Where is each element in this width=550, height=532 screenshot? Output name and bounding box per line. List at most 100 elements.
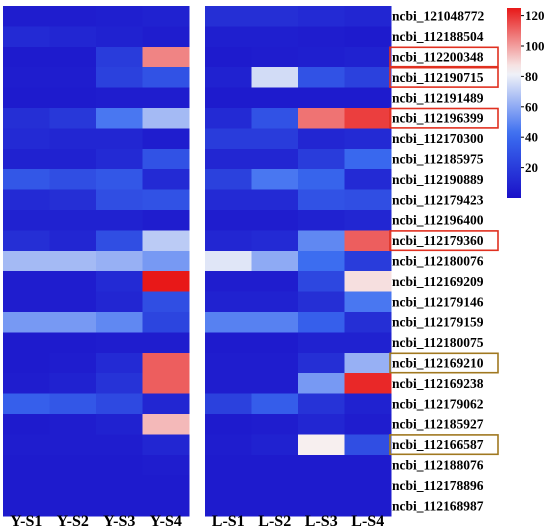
row-highlight-box	[389, 107, 499, 129]
heatmap-cell	[96, 87, 144, 109]
heatmap-cell	[251, 148, 299, 170]
heatmap-cell	[251, 6, 299, 27]
heatmap-cell	[3, 271, 51, 293]
heatmap-cell	[298, 46, 346, 68]
heatmap-cell	[298, 250, 346, 272]
heatmap-cell	[49, 46, 97, 68]
heatmap-cell	[96, 332, 144, 354]
heatmap-cell	[3, 291, 51, 313]
heatmap-cell	[344, 6, 392, 27]
heatmap-cell	[344, 250, 392, 272]
color-scale-tick-label: 120	[525, 8, 545, 23]
heatmap-cell	[3, 434, 51, 456]
heatmap-cell	[205, 108, 253, 129]
heatmap-cell	[298, 189, 346, 211]
heatmap-cell	[142, 291, 190, 313]
heatmap-cell	[49, 189, 97, 211]
heatmap-cell	[142, 454, 190, 476]
heatmap-cell	[251, 189, 299, 211]
heatmap-cell	[3, 312, 51, 333]
heatmap-cell	[3, 475, 51, 497]
heatmap-cell	[142, 495, 190, 517]
heatmap-cell	[344, 128, 392, 150]
heatmap-cell	[49, 271, 97, 293]
heatmap-cell	[142, 108, 190, 129]
heatmap-cell	[96, 312, 144, 333]
column-label: L-S4	[351, 513, 384, 530]
heatmap-cell	[298, 495, 346, 517]
row-highlight-box	[389, 46, 499, 68]
heatmap-cell	[205, 189, 253, 211]
heatmap-cell	[344, 434, 392, 456]
heatmap-cell	[298, 414, 346, 435]
heatmap-cell	[251, 230, 299, 252]
heatmap-cell	[3, 454, 51, 476]
heatmap-cell	[3, 148, 51, 170]
heatmap-cell	[298, 148, 346, 170]
heatmap-cell	[3, 495, 51, 517]
heatmap-cell	[251, 250, 299, 272]
heatmap-cell	[205, 352, 253, 374]
column-label: L-S3	[305, 513, 338, 530]
heatmap-cell	[142, 210, 190, 231]
heatmap-cell	[205, 26, 253, 48]
heatmap-cell	[3, 67, 51, 89]
column-label: L-S2	[258, 513, 291, 530]
heatmap-cell	[142, 373, 190, 395]
heatmap-cell	[251, 414, 299, 435]
heatmap-cell	[142, 67, 190, 89]
heatmap-cell	[298, 271, 346, 293]
heatmap-cell	[96, 26, 144, 48]
heatmap-cell	[142, 250, 190, 272]
heatmap-cell	[298, 393, 346, 415]
heatmap-cell	[142, 414, 190, 435]
row-label: ncbi_112170300	[392, 131, 484, 146]
heatmap-cell	[205, 332, 253, 354]
heatmap-cell	[49, 6, 97, 27]
heatmap-cell	[49, 230, 97, 252]
heatmap-cell	[205, 434, 253, 456]
heatmap-cell	[344, 312, 392, 333]
heatmap-cell	[96, 414, 144, 435]
heatmap-cell	[251, 495, 299, 517]
heatmap-cell	[205, 393, 253, 415]
heatmap-cell	[251, 128, 299, 150]
row-label: ncbi_112200348	[392, 50, 484, 65]
heatmap-cell	[205, 210, 253, 231]
heatmap-cell	[49, 210, 97, 231]
heatmap-cell	[298, 26, 346, 48]
heatmap-cell	[142, 393, 190, 415]
row-label: ncbi_112190715	[392, 70, 484, 85]
heatmap-cell	[205, 6, 253, 27]
heatmap-cell	[251, 67, 299, 89]
heatmap-cell	[96, 454, 144, 476]
heatmap-cell	[3, 46, 51, 68]
heatmap-cell	[298, 6, 346, 27]
heatmap-cell	[298, 475, 346, 497]
heatmap-cell	[49, 475, 97, 497]
heatmap-cell	[298, 312, 346, 333]
row-labels: ncbi_121048772 ncbi_112188504 ncbi_1122003…	[392, 9, 485, 514]
row-highlight-boxes	[389, 46, 499, 456]
heatmap-cell	[142, 128, 190, 150]
heatmap-cell	[49, 128, 97, 150]
heatmap-cell	[49, 312, 97, 333]
row-label: ncbi_112179423	[392, 192, 484, 207]
row-label: ncbi_112178896	[392, 478, 484, 493]
heatmap-cell	[344, 332, 392, 354]
heatmap-cell	[205, 373, 253, 395]
heatmap-cell	[251, 373, 299, 395]
heatmap-cell	[3, 128, 51, 150]
heatmap-cell	[205, 169, 253, 191]
heatmap-cell	[3, 352, 51, 374]
heatmap-cell	[205, 312, 253, 333]
heatmap-cell	[96, 352, 144, 374]
heatmap-cell	[251, 434, 299, 456]
heatmap-cell	[142, 230, 190, 252]
heatmap-cell	[344, 271, 392, 293]
heatmap-cell	[142, 434, 190, 456]
row-label: ncbi_112196399	[392, 111, 484, 126]
heatmap-cell	[142, 46, 190, 68]
heatmap-cell	[49, 332, 97, 354]
